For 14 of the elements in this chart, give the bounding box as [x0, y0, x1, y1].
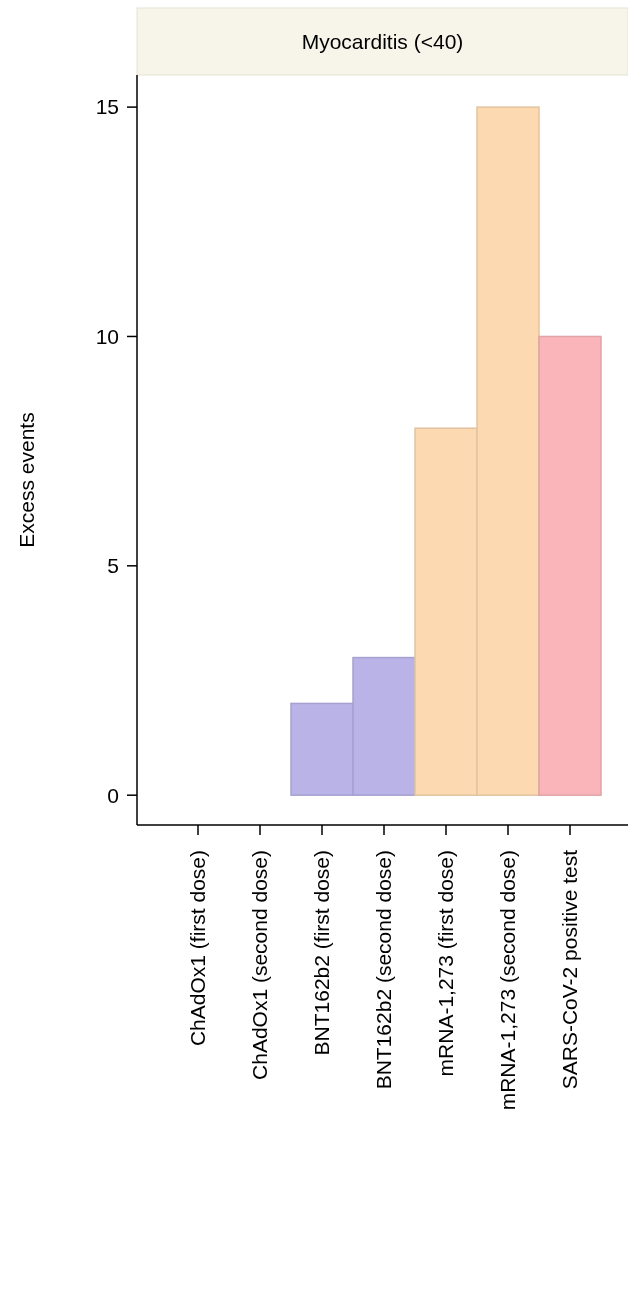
y-tick-label: 10	[95, 324, 119, 348]
chart-title: Myocarditis (<40)	[301, 29, 464, 53]
x-tick-label: BNT162b2 (second dose)	[372, 850, 396, 1090]
x-tick-label: BNT162b2 (first dose)	[310, 850, 334, 1056]
x-tick-label: mRNA-1,273 (first dose)	[434, 850, 458, 1077]
bar	[538, 335, 602, 796]
x-tick-label: SARS-CoV-2 positive test	[558, 849, 582, 1090]
x-tick-label: ChAdOx1 (first dose)	[186, 850, 210, 1047]
x-tick-label: mRNA-1,273 (second dose)	[496, 850, 520, 1111]
y-tick-label: 5	[107, 554, 119, 578]
y-tick-label: 0	[107, 783, 119, 807]
x-tick-label: ChAdOx1 (second dose)	[248, 850, 272, 1080]
y-axis-title: Excess events	[15, 412, 39, 548]
y-tick-label: 15	[95, 95, 119, 119]
